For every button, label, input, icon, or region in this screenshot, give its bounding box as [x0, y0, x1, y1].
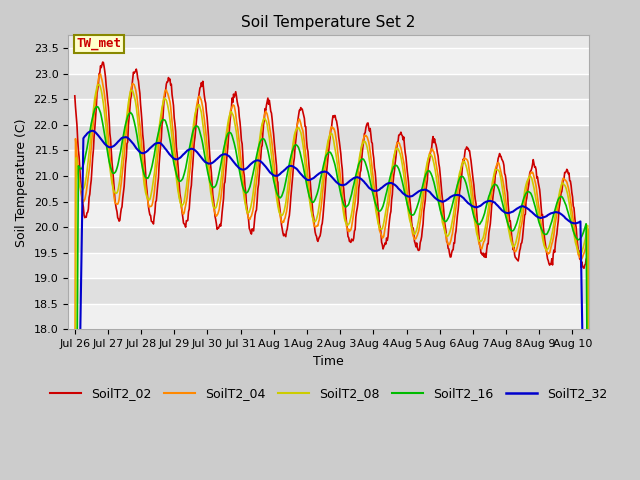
Bar	[68, 227, 589, 252]
SoilT2_08	[410, 231, 418, 237]
Bar	[68, 304, 589, 329]
SoilT2_04	[97, 71, 104, 77]
SoilT2_08	[186, 154, 194, 159]
SoilT2_08	[395, 147, 403, 153]
SoilT2_32	[186, 146, 194, 152]
Bar	[68, 74, 589, 99]
Bar	[68, 252, 589, 278]
SoilT2_02	[80, 213, 88, 218]
Y-axis label: Soil Temperature (C): Soil Temperature (C)	[15, 118, 28, 247]
SoilT2_32	[88, 128, 96, 133]
SoilT2_16	[134, 138, 141, 144]
Bar	[68, 202, 589, 227]
Bar	[68, 99, 589, 125]
Line: SoilT2_16: SoilT2_16	[75, 107, 589, 480]
SoilT2_04	[410, 235, 418, 240]
SoilT2_02	[99, 59, 106, 65]
SoilT2_02	[410, 230, 418, 236]
SoilT2_02	[213, 227, 221, 232]
SoilT2_02	[186, 195, 194, 201]
SoilT2_32	[395, 186, 403, 192]
SoilT2_16	[213, 179, 221, 184]
X-axis label: Time: Time	[313, 355, 344, 368]
SoilT2_02	[580, 265, 588, 271]
Bar	[68, 125, 589, 150]
Line: SoilT2_04: SoilT2_04	[75, 74, 589, 480]
SoilT2_04	[186, 168, 194, 173]
SoilT2_04	[134, 101, 141, 107]
Text: TW_met: TW_met	[76, 37, 122, 50]
Line: SoilT2_32: SoilT2_32	[75, 131, 589, 480]
SoilT2_04	[213, 212, 221, 218]
SoilT2_08	[95, 82, 103, 87]
SoilT2_32	[213, 156, 221, 162]
Bar	[68, 48, 589, 74]
Line: SoilT2_08: SoilT2_08	[75, 84, 589, 480]
Line: SoilT2_02: SoilT2_02	[75, 62, 589, 268]
SoilT2_08	[80, 185, 88, 191]
Title: Soil Temperature Set 2: Soil Temperature Set 2	[241, 15, 416, 30]
SoilT2_02	[395, 132, 403, 138]
SoilT2_16	[186, 143, 194, 148]
SoilT2_02	[71, 93, 79, 99]
Bar	[68, 278, 589, 304]
SoilT2_16	[395, 166, 403, 172]
SoilT2_08	[134, 117, 141, 122]
SoilT2_08	[213, 201, 221, 206]
SoilT2_16	[410, 212, 418, 217]
Bar	[68, 176, 589, 202]
SoilT2_16	[92, 104, 100, 109]
SoilT2_04	[395, 140, 403, 145]
SoilT2_32	[134, 147, 141, 153]
SoilT2_32	[80, 134, 88, 140]
Legend: SoilT2_02, SoilT2_04, SoilT2_08, SoilT2_16, SoilT2_32: SoilT2_02, SoilT2_04, SoilT2_08, SoilT2_…	[45, 383, 612, 406]
Bar	[68, 150, 589, 176]
SoilT2_02	[585, 241, 593, 247]
SoilT2_02	[134, 75, 141, 81]
SoilT2_16	[80, 159, 88, 165]
SoilT2_04	[80, 198, 88, 204]
SoilT2_32	[410, 192, 418, 198]
